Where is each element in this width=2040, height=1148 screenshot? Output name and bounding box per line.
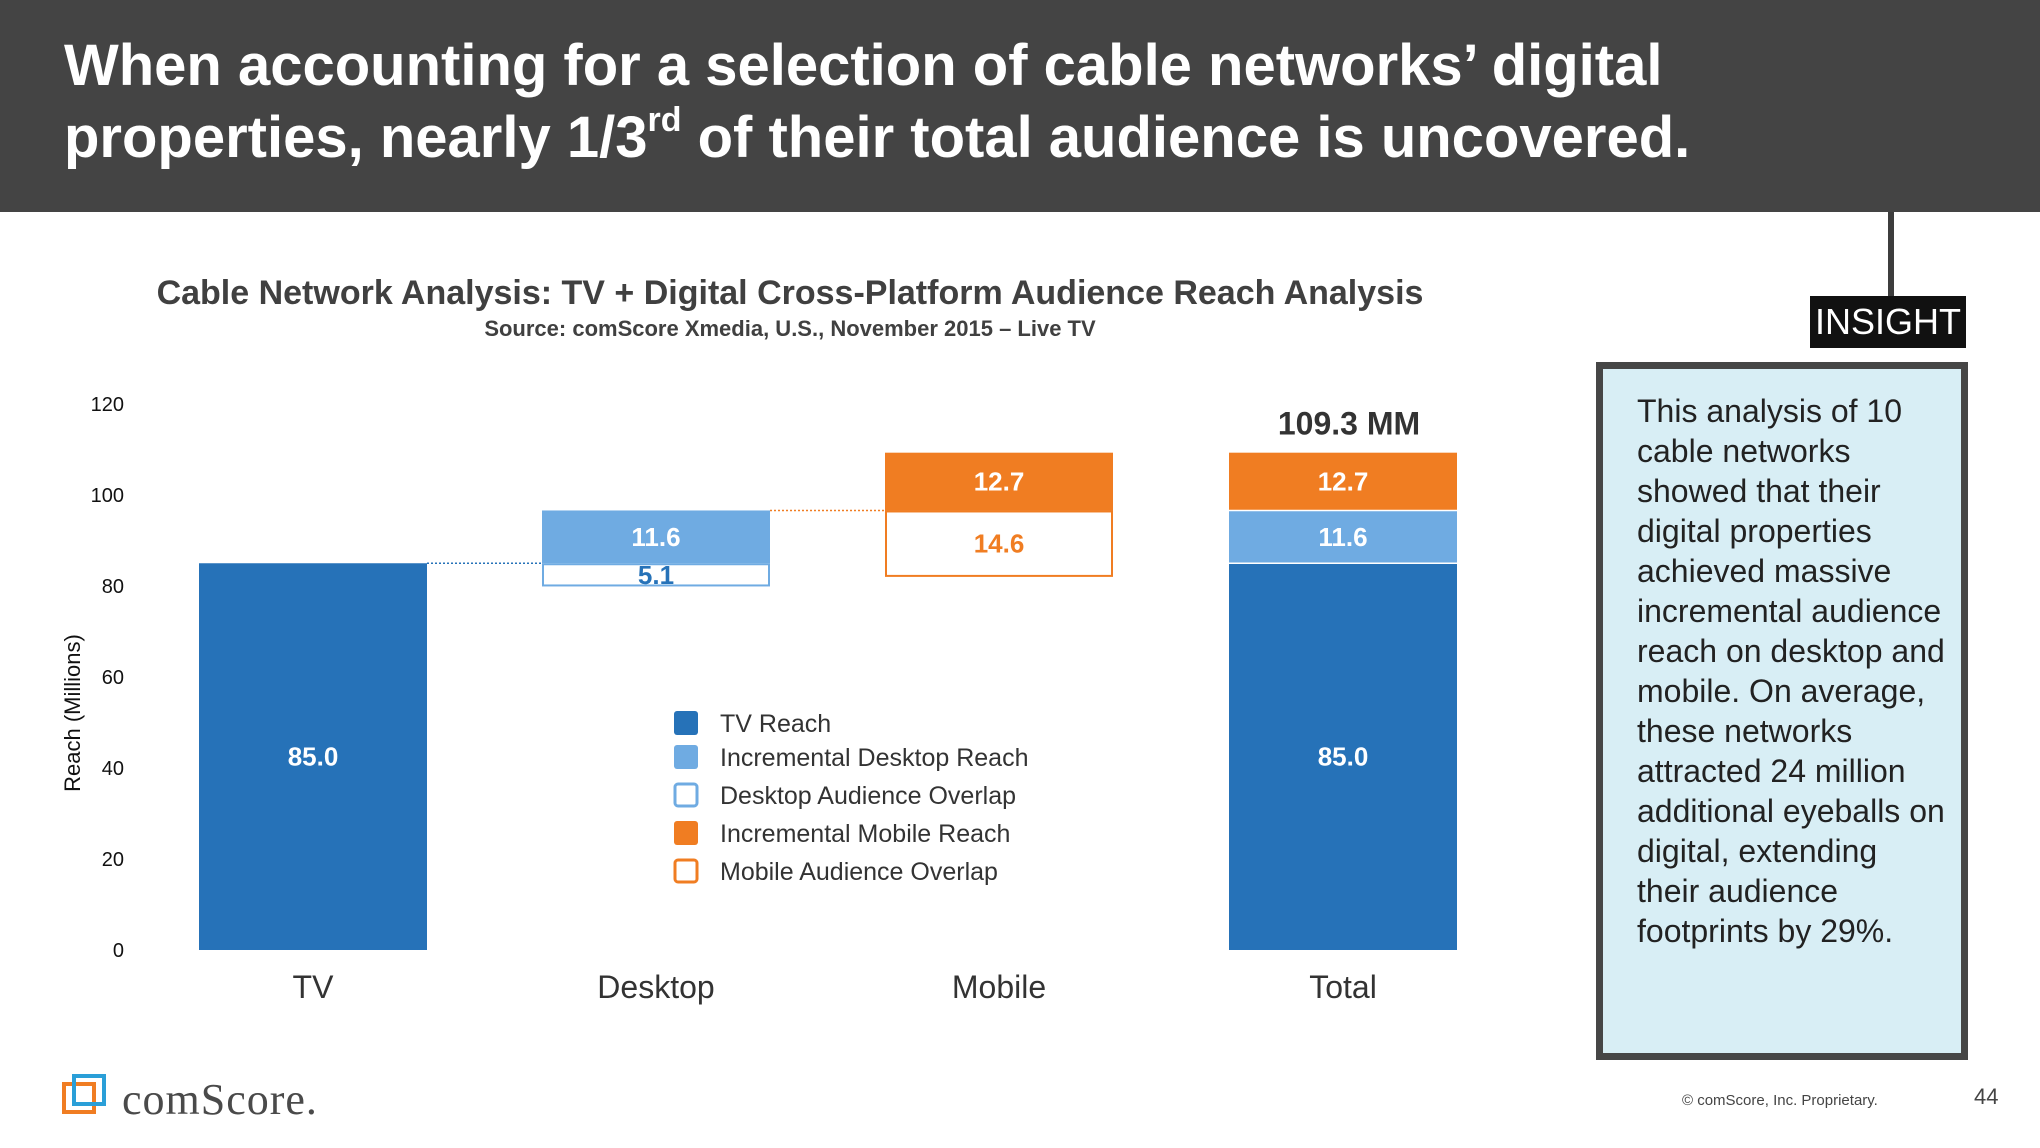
bar-segment (885, 452, 1113, 511)
bar-segment (542, 510, 770, 564)
x-category-label: Desktop (597, 969, 714, 1005)
y-tick-label: 0 (113, 940, 124, 962)
bar-value-label: 11.6 (631, 522, 680, 552)
bar-segment (1229, 563, 1457, 950)
bar-value-label: 85.0 (288, 742, 339, 772)
bar-segment-outline (885, 510, 1113, 577)
bar-value-label: 14.6 (974, 529, 1025, 559)
legend-label: TV Reach (720, 710, 831, 738)
bar-segment (1229, 452, 1457, 511)
legend-label: Desktop Audience Overlap (720, 782, 1016, 810)
comscore-logo-icon (62, 1074, 106, 1114)
legend-swatch (674, 745, 698, 769)
insight-box: This analysis of 10 cable networks showe… (1596, 362, 1968, 1060)
y-tick-label: 100 (91, 485, 124, 507)
x-category-label: Mobile (952, 969, 1046, 1005)
legend-swatch (674, 711, 698, 735)
bar-segment (199, 563, 427, 950)
insight-text: This analysis of 10 cable networks showe… (1637, 393, 1945, 949)
bar-value-label: 11.6 (1318, 522, 1367, 552)
chart-subtitle: Source: comScore Xmedia, U.S., November … (484, 316, 1096, 341)
x-category-label: Total (1309, 969, 1377, 1005)
chart-title: Cable Network Analysis: TV + Digital Cro… (156, 274, 1424, 312)
y-tick-label: 20 (102, 849, 124, 871)
bar-value-label: 12.7 (974, 467, 1025, 497)
header-bar: When accounting for a selection of cable… (0, 0, 2040, 212)
y-axis-label: Reach (Millions) (60, 634, 85, 792)
bar-segment-outline (542, 563, 770, 587)
slide-title-sup: rd (647, 101, 682, 139)
comscore-logo-text: comScore. (122, 1075, 318, 1124)
insight-tag: INSIGHT (1810, 296, 1966, 348)
insight-connector-line (1888, 212, 1894, 306)
y-tick-label: 60 (102, 667, 124, 689)
slide-title-line2-post: of their total audience is uncovered. (681, 105, 1691, 170)
total-label: 109.3 MM (1278, 406, 1420, 442)
legend-swatch-outline (673, 858, 699, 884)
bar-segment (1229, 510, 1457, 564)
slide-title-line1: When accounting for a selection of cable… (64, 33, 1663, 98)
legend-label: Incremental Mobile Reach (720, 820, 1010, 848)
y-tick-label: 80 (102, 576, 124, 598)
bar-value-label: 12.7 (1318, 467, 1369, 497)
waterfall-chart: 0 20 40 60 80 100 120 Reach (Millions) 85.0 5.1 11… (60, 394, 1457, 1005)
legend-swatch (674, 821, 698, 845)
bar-value-label: 5.1 (638, 560, 674, 590)
x-category-label: TV (293, 969, 335, 1005)
page-number: 44 (1974, 1084, 1999, 1109)
y-tick-label: 120 (91, 394, 124, 416)
slide-title: When accounting for a selection of cable… (64, 30, 1944, 174)
legend-label: Incremental Desktop Reach (720, 744, 1028, 772)
legend-label: Mobile Audience Overlap (720, 858, 998, 886)
bar-value-label: 85.0 (1318, 742, 1369, 772)
slide-title-line2-pre: properties, nearly 1/3 (64, 105, 648, 170)
y-tick-label: 40 (102, 758, 124, 780)
comscore-logo: comScore. (62, 1072, 362, 1124)
copyright-notice: © comScore, Inc. Proprietary. (1682, 1092, 1878, 1109)
legend-swatch-outline (673, 782, 699, 808)
